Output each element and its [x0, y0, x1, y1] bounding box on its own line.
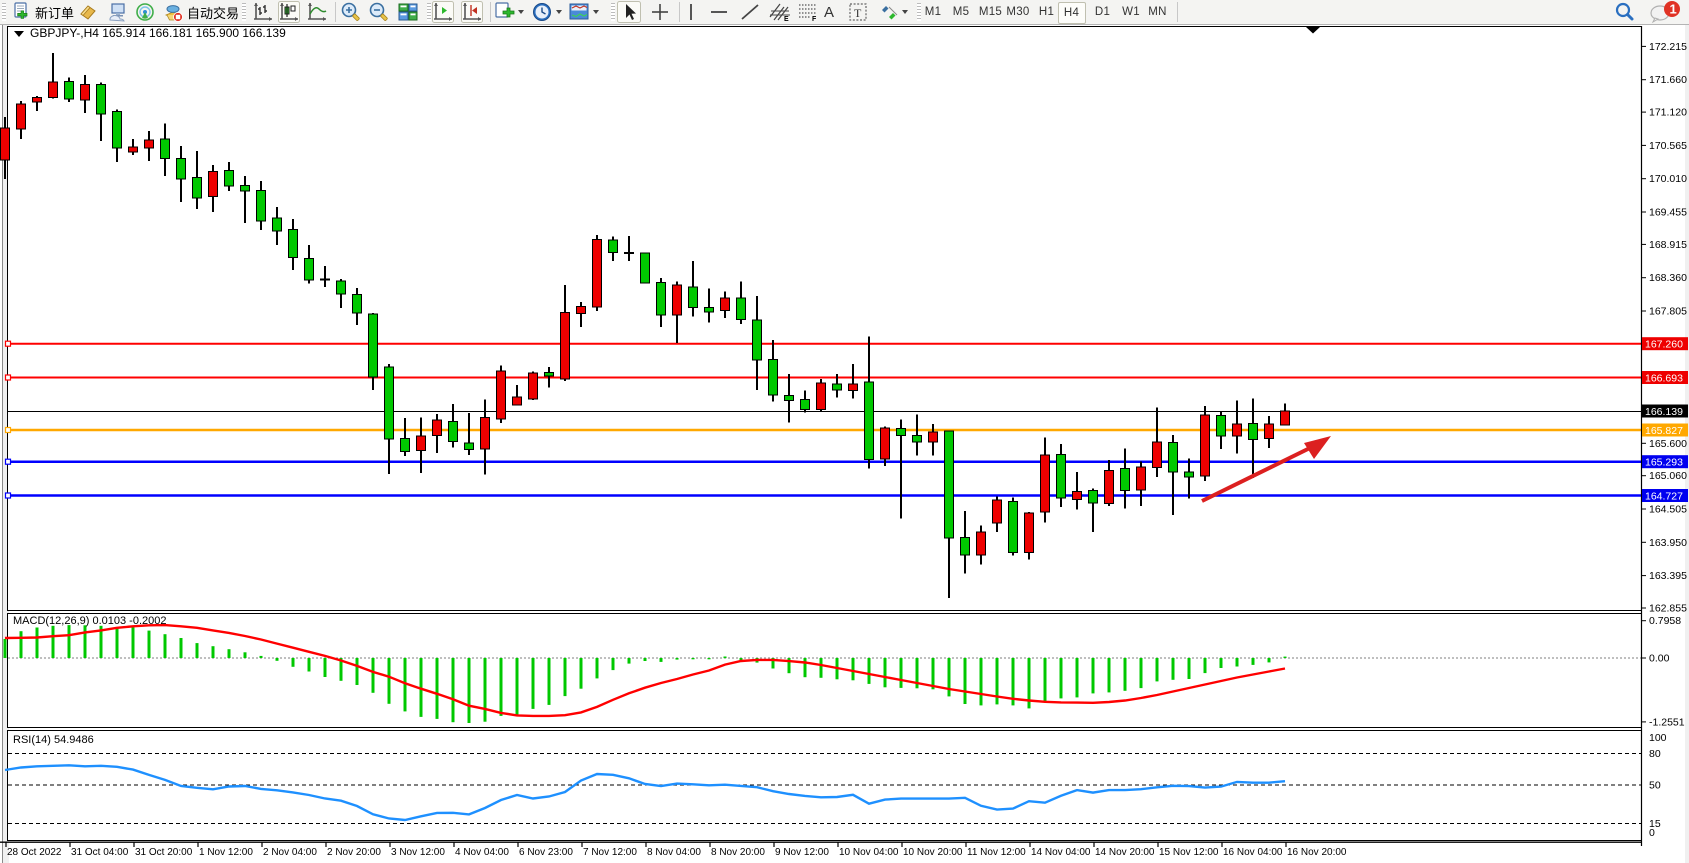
svg-text:166.139: 166.139 [1645, 406, 1683, 418]
svg-text:162.855: 162.855 [1649, 603, 1687, 615]
svg-text:167.260: 167.260 [1645, 339, 1683, 351]
svg-text:170.010: 170.010 [1649, 173, 1687, 185]
svg-text:8 Nov 20:00: 8 Nov 20:00 [711, 847, 765, 858]
svg-text:16 Nov 20:00: 16 Nov 20:00 [1287, 847, 1347, 858]
svg-text:MACD(12,26,9) 0.0103 -0.2002: MACD(12,26,9) 0.0103 -0.2002 [13, 615, 166, 627]
svg-text:170.565: 170.565 [1649, 140, 1687, 152]
svg-text:9 Nov 12:00: 9 Nov 12:00 [775, 847, 829, 858]
svg-text:7 Nov 12:00: 7 Nov 12:00 [583, 847, 637, 858]
svg-text:10 Nov 04:00: 10 Nov 04:00 [839, 847, 899, 858]
svg-text:50: 50 [1649, 779, 1661, 791]
svg-text:15 Nov 12:00: 15 Nov 12:00 [1159, 847, 1219, 858]
svg-text:-1.2551: -1.2551 [1649, 716, 1685, 728]
svg-text:165.060: 165.060 [1649, 470, 1687, 482]
svg-text:1: 1 [1670, 2, 1677, 17]
svg-text:164.727: 164.727 [1645, 490, 1683, 502]
svg-text:8 Nov 04:00: 8 Nov 04:00 [647, 847, 701, 858]
svg-text:165.827: 165.827 [1645, 425, 1683, 437]
svg-text:0.7958: 0.7958 [1649, 615, 1681, 627]
svg-text:168.360: 168.360 [1649, 272, 1687, 284]
svg-text:15: 15 [1649, 818, 1661, 830]
svg-text:164.505: 164.505 [1649, 504, 1687, 516]
svg-text:0: 0 [1649, 827, 1655, 839]
svg-text:2 Nov 04:00: 2 Nov 04:00 [263, 847, 317, 858]
svg-text:80: 80 [1649, 748, 1661, 760]
svg-text:F: F [812, 16, 817, 23]
svg-text:31 Oct 04:00: 31 Oct 04:00 [71, 847, 129, 858]
svg-text:2 Nov 20:00: 2 Nov 20:00 [327, 847, 381, 858]
svg-text:171.660: 171.660 [1649, 74, 1687, 86]
svg-text:163.950: 163.950 [1649, 537, 1687, 549]
svg-text:6 Nov 23:00: 6 Nov 23:00 [519, 847, 573, 858]
svg-text:169.455: 169.455 [1649, 207, 1687, 219]
svg-text:165.600: 165.600 [1649, 438, 1687, 450]
svg-text:28 Oct 2022: 28 Oct 2022 [7, 847, 62, 858]
svg-text:E: E [784, 16, 789, 23]
svg-text:T: T [854, 6, 862, 20]
svg-text:10 Nov 20:00: 10 Nov 20:00 [903, 847, 963, 858]
svg-text:163.395: 163.395 [1649, 570, 1687, 582]
svg-text:165.293: 165.293 [1645, 457, 1683, 469]
svg-text:GBPJPY-,H4 165.914 166.181 16: GBPJPY-,H4 165.914 166.181 165.900 166.1… [30, 26, 286, 40]
svg-text:RSI(14) 54.9486: RSI(14) 54.9486 [13, 734, 94, 746]
svg-text:100: 100 [1649, 732, 1667, 744]
svg-text:14 Nov 20:00: 14 Nov 20:00 [1095, 847, 1155, 858]
svg-text:1 Nov 12:00: 1 Nov 12:00 [199, 847, 253, 858]
svg-text:11 Nov 12:00: 11 Nov 12:00 [967, 847, 1026, 858]
svg-text:172.215: 172.215 [1649, 41, 1687, 53]
svg-text:168.915: 168.915 [1649, 239, 1687, 251]
svg-text:171.120: 171.120 [1649, 107, 1687, 119]
svg-text:167.805: 167.805 [1649, 306, 1687, 318]
svg-text:31 Oct 20:00: 31 Oct 20:00 [135, 847, 193, 858]
svg-text:0.00: 0.00 [1649, 653, 1670, 665]
svg-text:4 Nov 04:00: 4 Nov 04:00 [455, 847, 509, 858]
svg-text:3 Nov 12:00: 3 Nov 12:00 [391, 847, 445, 858]
svg-text:14 Nov 04:00: 14 Nov 04:00 [1031, 847, 1091, 858]
svg-text:166.693: 166.693 [1645, 372, 1683, 384]
svg-text:16 Nov 04:00: 16 Nov 04:00 [1223, 847, 1283, 858]
